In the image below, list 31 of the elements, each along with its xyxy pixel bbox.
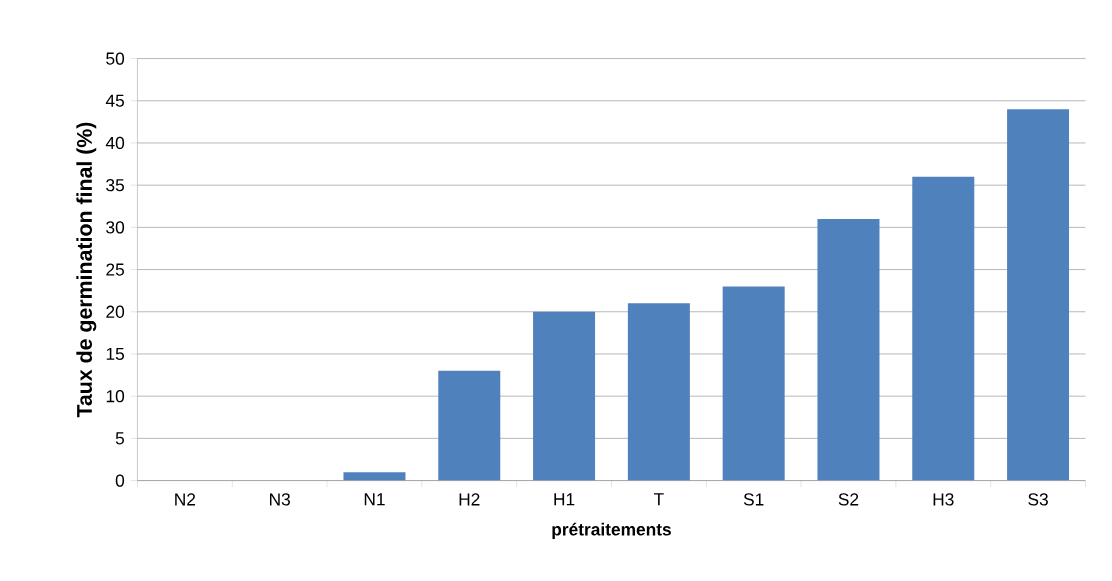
x-tick-label: S2 (838, 493, 859, 506)
bar (343, 472, 406, 481)
x-axis-title: prétraitements (552, 522, 671, 540)
x-tick-label: N3 (270, 493, 290, 506)
bar (627, 303, 690, 481)
bar (912, 176, 975, 481)
y-tick-label: 10 (106, 390, 125, 403)
bar (722, 286, 785, 481)
bar (533, 311, 596, 481)
y-axis-title: Taux de germination final (%) (76, 122, 97, 418)
y-tick-label: 40 (105, 136, 125, 150)
y-tick-label: 50 (106, 52, 125, 65)
y-tick-label: 0 (115, 474, 125, 487)
x-tick-label: T (653, 493, 664, 506)
y-tick-label: 5 (115, 432, 125, 445)
y-tick-label: 30 (106, 221, 125, 234)
x-tick-label: N1 (364, 493, 385, 506)
y-tick-label: 25 (106, 263, 125, 276)
x-tick-label: S1 (743, 493, 764, 506)
y-tick-label: 45 (105, 94, 125, 107)
bar (817, 218, 880, 481)
y-tick-label: 35 (106, 179, 125, 192)
bar (1007, 109, 1070, 481)
x-tick-label: S3 (1028, 493, 1048, 506)
x-tick-label: N2 (175, 493, 196, 506)
x-tick-label: H3 (933, 493, 954, 506)
x-tick-label: H1 (554, 493, 575, 506)
x-tick-label: H2 (459, 493, 480, 506)
bar (438, 370, 501, 481)
y-tick-label: 15 (106, 347, 125, 361)
y-tick-label: 20 (106, 305, 125, 318)
